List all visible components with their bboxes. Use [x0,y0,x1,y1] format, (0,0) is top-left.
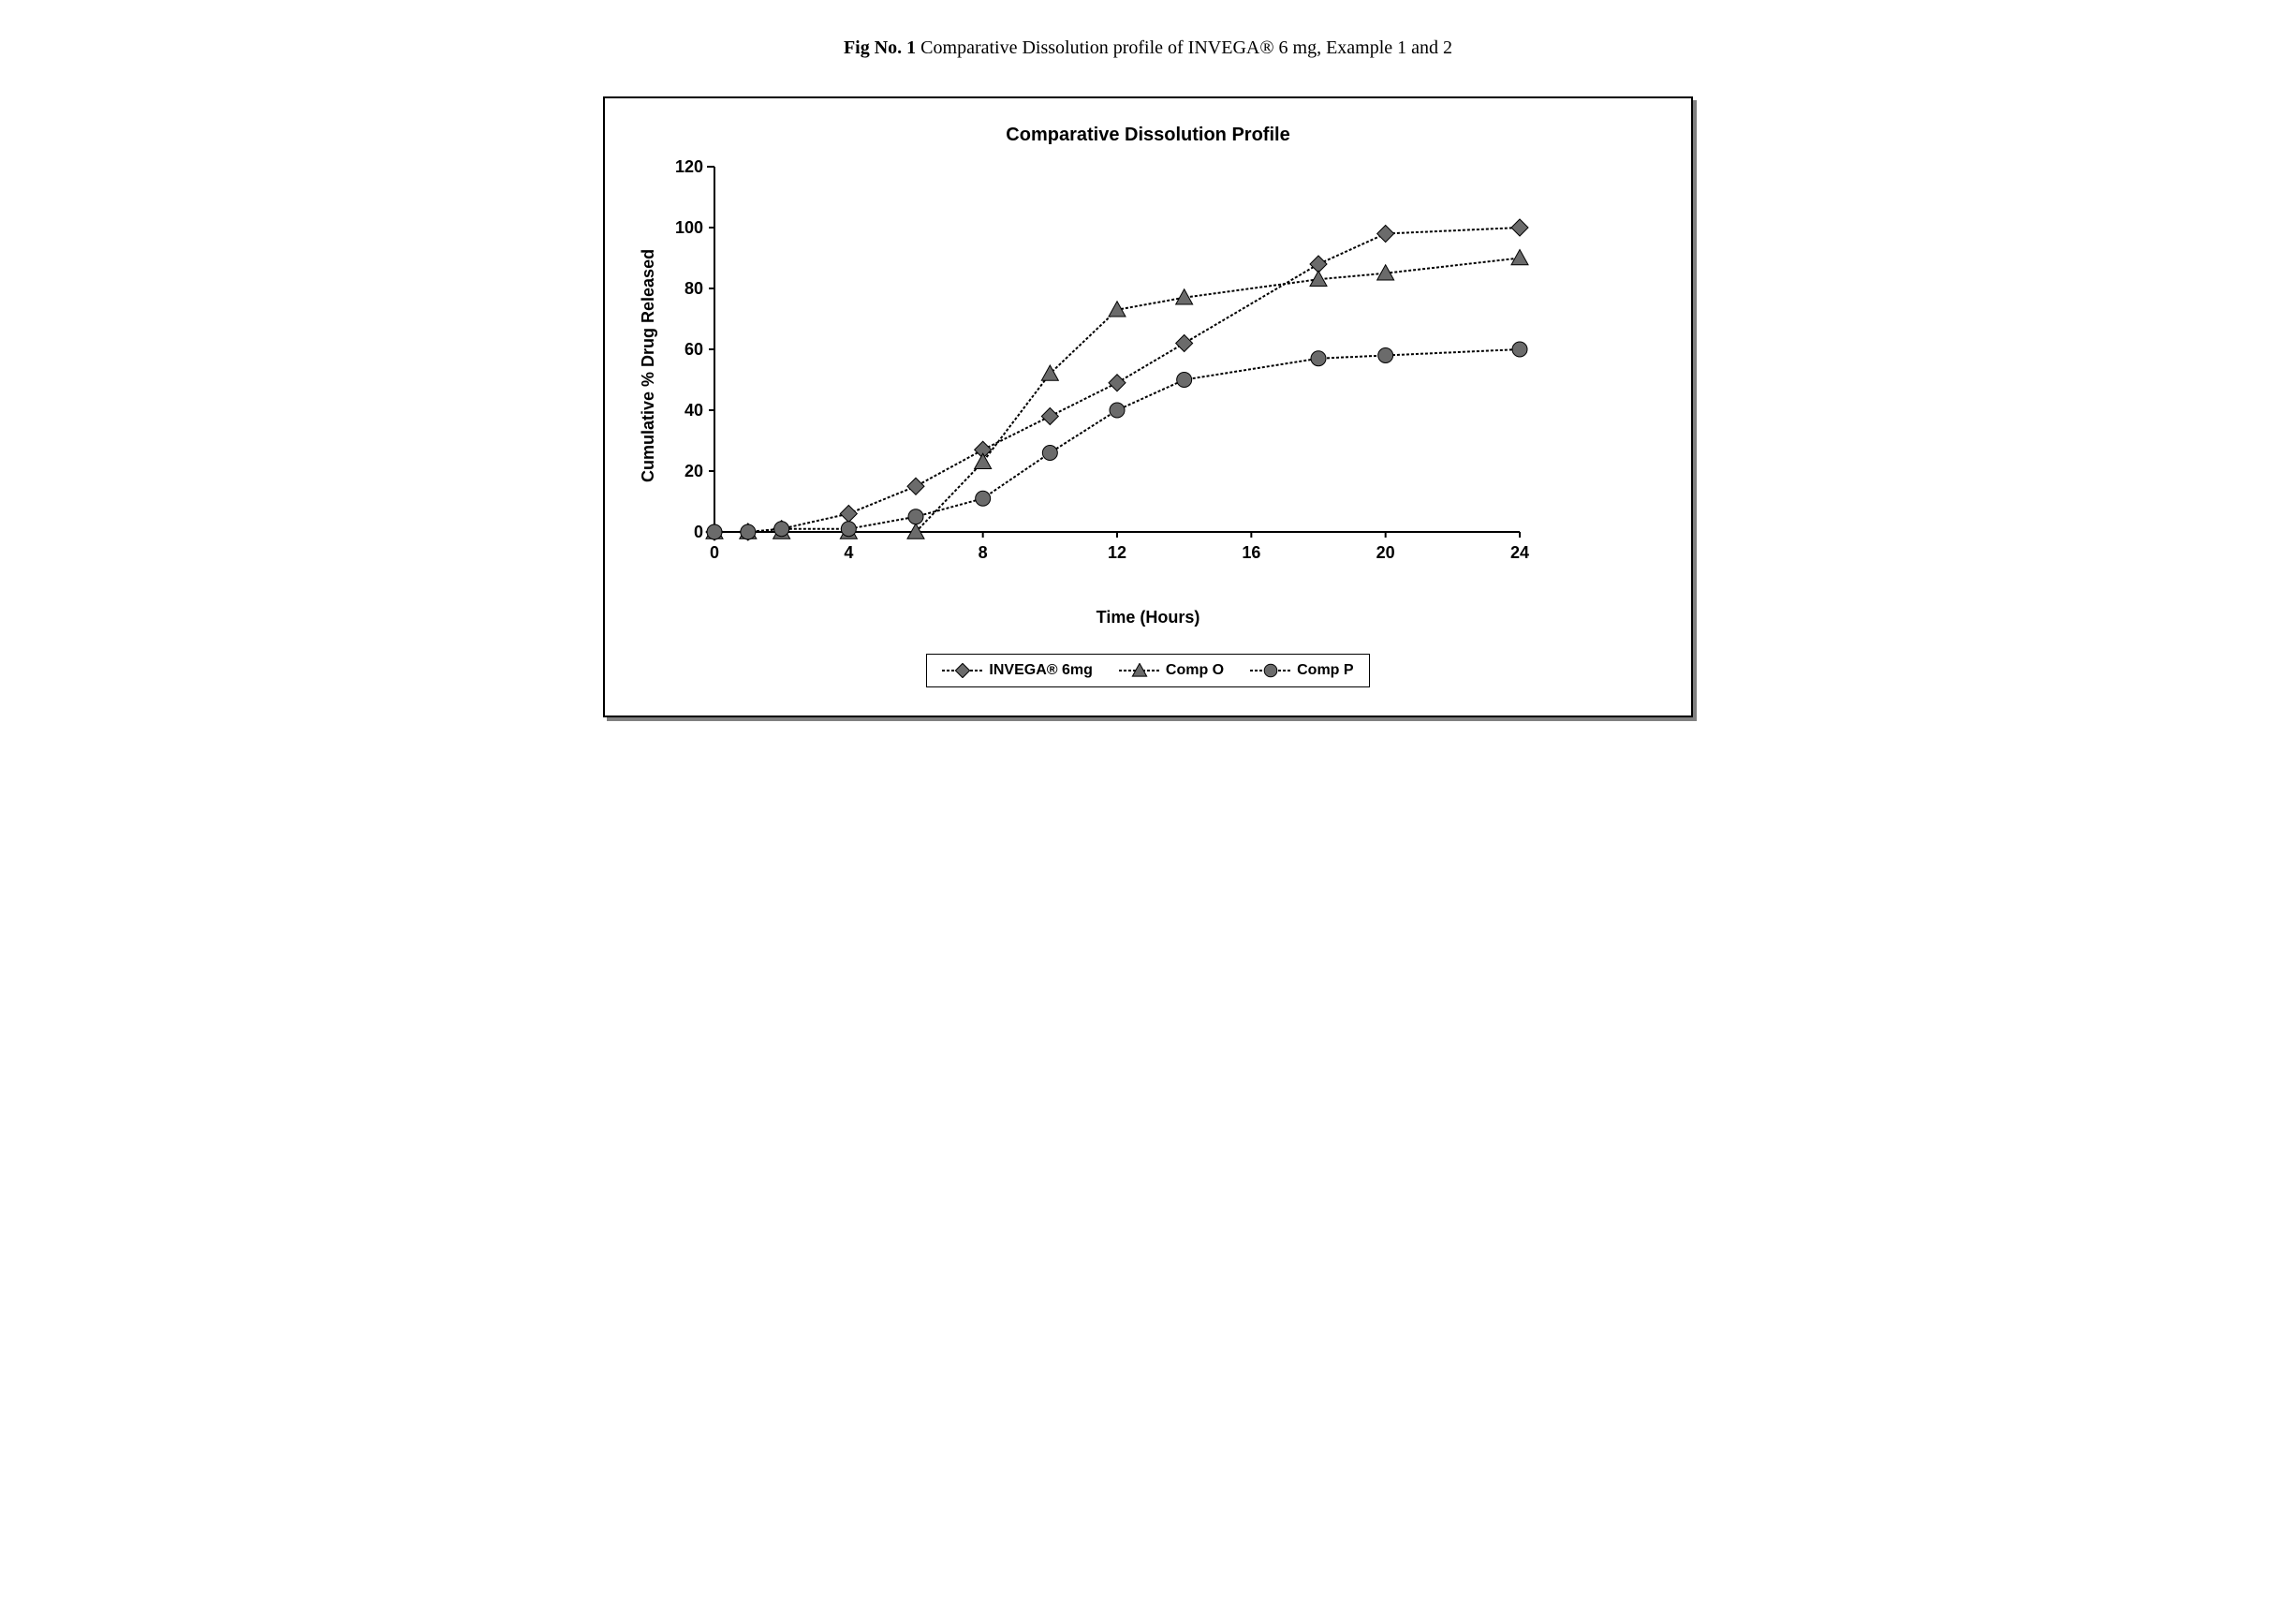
svg-text:60: 60 [684,340,703,359]
svg-text:24: 24 [1510,543,1529,562]
svg-text:20: 20 [1376,543,1395,562]
svg-text:4: 4 [844,543,853,562]
legend-label: Comp O [1166,662,1224,679]
svg-text:0: 0 [694,523,703,541]
plot-area: 0 20 40 60 80 100 120 0 4 8 12 16 20 24 [658,157,1663,574]
chart-title: Comparative Dissolution Profile [633,125,1663,146]
chart-svg: 0 20 40 60 80 100 120 0 4 8 12 16 20 24 [658,157,1538,569]
legend-item: Comp O [1119,662,1224,679]
legend-swatch [1119,663,1160,678]
svg-text:0: 0 [710,543,719,562]
svg-text:16: 16 [1242,543,1260,562]
y-axis-label: Cumulative % Drug Released [633,157,658,574]
figure-caption: Fig No. 1 Comparative Dissolution profil… [37,37,2259,59]
legend-swatch [1250,663,1291,678]
legend-item: Comp P [1250,662,1353,679]
chart-frame: Comparative Dissolution Profile Cumulati… [603,96,1693,717]
legend: INVEGA® 6mg Comp O Comp P [926,654,1369,687]
x-axis-label: Time (Hours) [633,608,1663,627]
svg-text:120: 120 [675,157,703,176]
svg-text:8: 8 [979,543,988,562]
legend-swatch [942,663,983,678]
legend-label: Comp P [1297,662,1353,679]
svg-text:80: 80 [684,279,703,298]
plot-wrap: Cumulative % Drug Released 0204060801001… [633,157,1663,574]
figure-caption-text: Comparative Dissolution profile of INVEG… [916,37,1452,58]
svg-text:100: 100 [675,218,703,237]
svg-text:20: 20 [684,462,703,480]
legend-item: INVEGA® 6mg [942,662,1092,679]
figure-label: Fig No. 1 [844,37,916,58]
legend-label: INVEGA® 6mg [989,662,1092,679]
svg-text:12: 12 [1108,543,1126,562]
svg-text:40: 40 [684,401,703,420]
